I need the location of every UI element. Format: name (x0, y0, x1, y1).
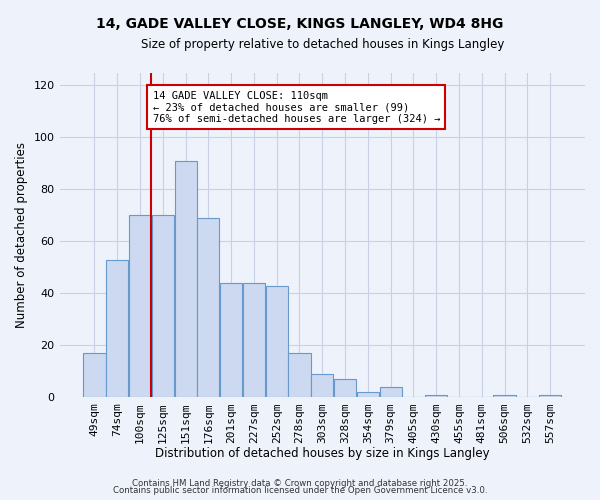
Bar (175, 161, 197, 398)
Bar (493, 395, 515, 398)
Bar (152, 216, 174, 398)
Bar (380, 387, 401, 398)
Bar (129, 216, 151, 398)
Y-axis label: Number of detached properties: Number of detached properties (15, 142, 28, 328)
Bar (289, 354, 311, 398)
Bar (243, 283, 265, 398)
Text: 14 GADE VALLEY CLOSE: 110sqm
← 23% of detached houses are smaller (99)
76% of se: 14 GADE VALLEY CLOSE: 110sqm ← 23% of de… (152, 90, 440, 124)
Bar (357, 392, 379, 398)
Bar (106, 260, 128, 398)
Bar (425, 395, 447, 398)
X-axis label: Distribution of detached houses by size in Kings Langley: Distribution of detached houses by size … (155, 447, 490, 460)
Text: Contains public sector information licensed under the Open Government Licence v3: Contains public sector information licen… (113, 486, 487, 495)
Bar (311, 374, 334, 398)
Bar (266, 286, 288, 398)
Bar (83, 354, 106, 398)
Bar (197, 218, 220, 398)
Bar (220, 283, 242, 398)
Title: Size of property relative to detached houses in Kings Langley: Size of property relative to detached ho… (140, 38, 504, 51)
Bar (334, 380, 356, 398)
Text: Contains HM Land Registry data © Crown copyright and database right 2025.: Contains HM Land Registry data © Crown c… (132, 478, 468, 488)
Text: 14, GADE VALLEY CLOSE, KINGS LANGLEY, WD4 8HG: 14, GADE VALLEY CLOSE, KINGS LANGLEY, WD… (97, 18, 503, 32)
Bar (539, 395, 561, 398)
